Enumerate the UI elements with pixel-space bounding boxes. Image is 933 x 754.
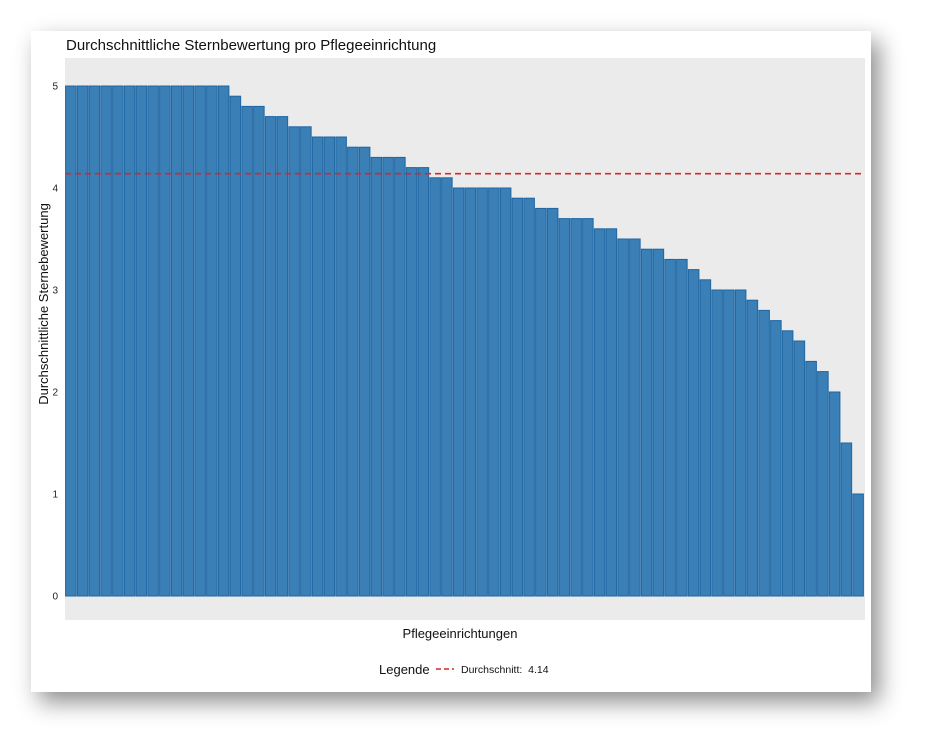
bar xyxy=(405,167,418,597)
chart-figure: Durchschnittliche Sternbewertung pro Pfl… xyxy=(31,31,871,692)
y-axis-title: Durchschnittliche Sternebewertung xyxy=(36,203,51,405)
y-axis-ticks: 0 1 2 3 4 5 xyxy=(52,82,58,603)
bar xyxy=(264,116,277,597)
bar xyxy=(758,309,770,597)
bars xyxy=(65,85,864,597)
bar xyxy=(112,85,124,597)
x-axis-title: Pflegeeinrichtungen xyxy=(403,626,518,641)
bar xyxy=(535,207,547,597)
bar xyxy=(640,248,653,597)
bar xyxy=(711,289,723,597)
bar xyxy=(182,85,195,597)
bar xyxy=(241,105,253,597)
y-tick-label: 5 xyxy=(52,82,58,93)
bar xyxy=(746,299,759,597)
y-tick-label: 3 xyxy=(52,286,58,297)
bar xyxy=(217,85,230,597)
bar xyxy=(852,493,864,597)
bar xyxy=(370,156,383,597)
chart-title: Durchschnittliche Sternbewertung pro Pfl… xyxy=(66,37,436,54)
bar xyxy=(335,136,347,597)
bar xyxy=(781,330,794,597)
bar xyxy=(593,228,606,597)
bar xyxy=(652,248,665,597)
legend-label-mean: Durchschnitt: 4.14 xyxy=(461,664,549,676)
y-tick-label: 1 xyxy=(52,490,58,501)
bar xyxy=(100,85,112,597)
bar xyxy=(828,391,841,597)
bar xyxy=(382,156,394,597)
bar xyxy=(323,136,336,597)
bar xyxy=(88,85,101,597)
bar xyxy=(570,218,582,597)
bar xyxy=(229,95,242,597)
bar xyxy=(840,442,853,597)
bar xyxy=(488,187,500,597)
bar xyxy=(699,279,712,597)
legend-title: Legende xyxy=(379,662,430,677)
bar xyxy=(464,187,477,597)
bar xyxy=(170,85,183,597)
bar xyxy=(629,238,641,597)
bar xyxy=(476,187,488,597)
bar xyxy=(123,85,136,597)
bar xyxy=(159,85,171,597)
bar xyxy=(664,258,676,597)
legend: Legende Durchschnitt: 4.14 xyxy=(379,662,549,677)
bar xyxy=(441,177,453,597)
bar xyxy=(617,238,629,597)
bar xyxy=(65,85,77,597)
bar xyxy=(311,136,324,597)
bar xyxy=(687,269,700,597)
bar xyxy=(817,371,829,597)
bar xyxy=(734,289,747,597)
bar xyxy=(676,258,688,597)
bar xyxy=(452,187,465,597)
bar xyxy=(558,218,571,597)
bar xyxy=(253,105,265,597)
bar xyxy=(499,187,512,597)
y-tick-label: 0 xyxy=(52,592,58,603)
bar xyxy=(276,116,289,597)
bar xyxy=(770,320,782,597)
bar xyxy=(511,197,524,597)
bar xyxy=(358,146,371,597)
bar-chart: Durchschnittliche Sternbewertung pro Pfl… xyxy=(36,37,865,677)
bar xyxy=(582,218,594,597)
bar xyxy=(805,360,817,597)
bar xyxy=(394,156,406,597)
y-tick-label: 2 xyxy=(52,388,58,399)
bar xyxy=(288,126,300,597)
bar xyxy=(135,85,148,597)
bar xyxy=(429,177,441,597)
bar xyxy=(523,197,535,597)
bar xyxy=(605,228,618,597)
y-tick-label: 4 xyxy=(52,184,58,195)
bar xyxy=(194,85,206,597)
bar xyxy=(417,167,430,597)
bar xyxy=(206,85,218,597)
bar xyxy=(723,289,735,597)
bar xyxy=(347,146,359,597)
bar xyxy=(147,85,159,597)
bar xyxy=(76,85,89,597)
bar xyxy=(546,207,559,597)
bar xyxy=(300,126,312,597)
bar xyxy=(793,340,806,597)
